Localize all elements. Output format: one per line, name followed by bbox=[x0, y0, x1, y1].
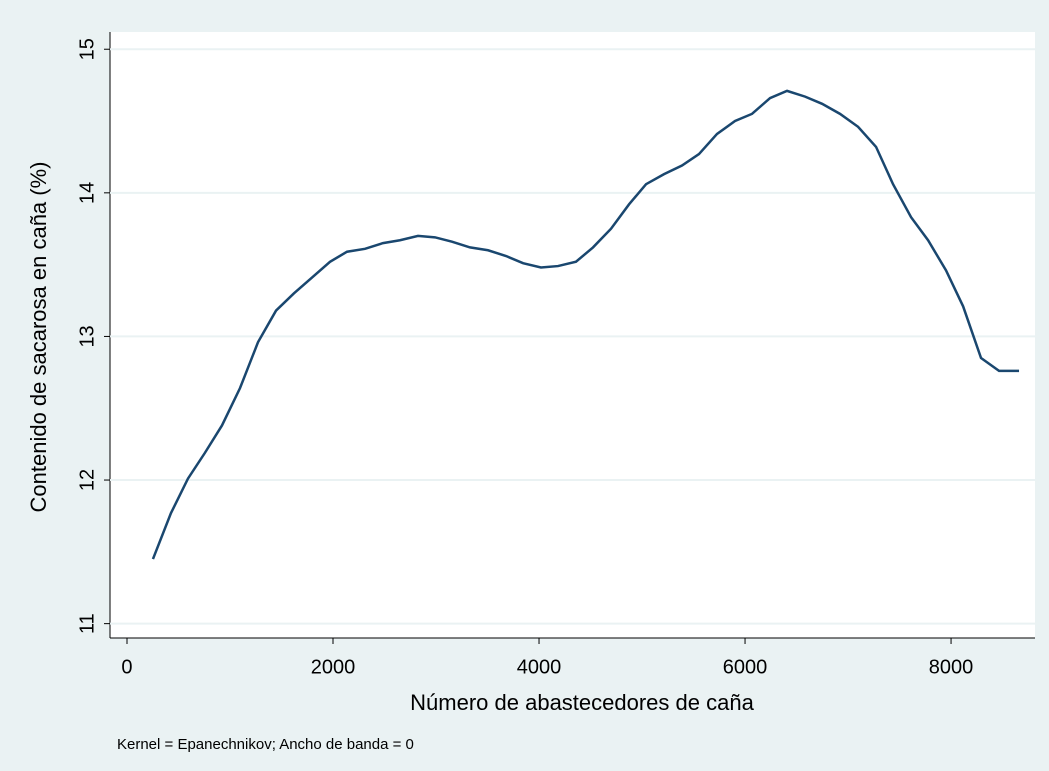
plot-area bbox=[110, 32, 1035, 638]
x-tick-label: 8000 bbox=[929, 656, 974, 678]
y-axis-title: Contenido de sacarosa en caña (%) bbox=[26, 162, 51, 513]
x-tick-label: 6000 bbox=[723, 656, 768, 678]
x-axis-title: Número de abastecedores de caña bbox=[410, 690, 754, 715]
y-tick-label: 13 bbox=[76, 325, 98, 347]
x-tick-label: 2000 bbox=[311, 656, 356, 678]
note: Kernel = Epanechnikov; Ancho de banda = … bbox=[117, 736, 414, 753]
y-tick-label: 14 bbox=[76, 182, 98, 204]
data-line bbox=[151, 89, 1020, 560]
y-tick-label: 15 bbox=[76, 38, 98, 60]
x-tick-label: 4000 bbox=[517, 656, 562, 678]
y-tick-label: 11 bbox=[76, 613, 98, 634]
x-tick-label: 0 bbox=[121, 656, 132, 678]
y-tick-label: 12 bbox=[76, 469, 98, 491]
